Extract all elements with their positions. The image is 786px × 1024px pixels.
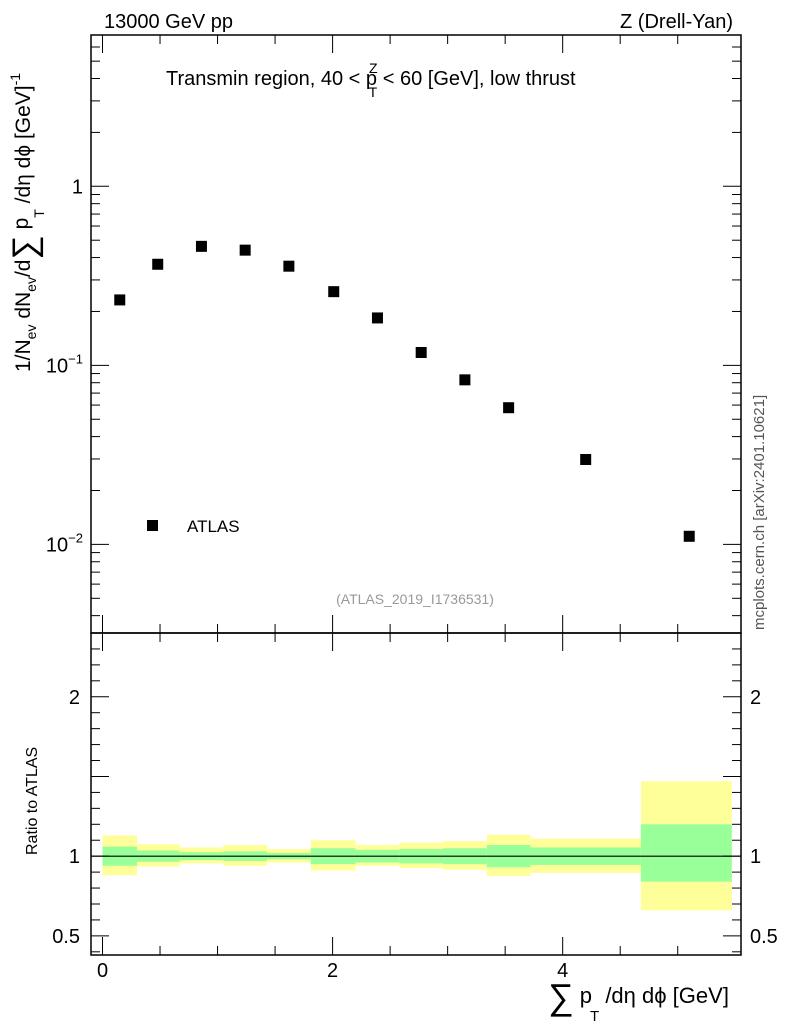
xlabel-a-sub: T [590, 1008, 599, 1024]
xlabel-b: /dη dϕ [GeV] [599, 983, 729, 1008]
ratio-axis-label: Ratio to ATLAS [24, 747, 41, 855]
ylabel-sum: ∑ [6, 235, 44, 259]
data-point-5 [328, 286, 340, 298]
data-point-6 [371, 312, 383, 324]
data-points [114, 240, 695, 542]
main-ytick-label-2: 10−2 [46, 530, 83, 556]
title-sub: T [369, 84, 378, 100]
title-main: Transmin region, 40 < p [166, 68, 377, 90]
legend-label-atlas: ATLAS [187, 517, 240, 536]
ratio-bands [102, 781, 732, 911]
ratio-frame [90, 632, 742, 956]
ylabel-e: /dη dϕ [GeV] [12, 85, 35, 209]
main-ytick-label-exp-2: −2 [68, 530, 83, 545]
main-ytick-label-base-1: 10 [46, 355, 68, 377]
title-sup: Z [369, 60, 378, 76]
xlabel-a: p [574, 983, 592, 1008]
ylabel-b: dN [12, 292, 35, 325]
analysis-id: (ATLAS_2019_I1736531) [336, 591, 494, 607]
ylabel-b-sub: ev [23, 277, 39, 292]
ratio-ytick-label-right-1: 1 [750, 846, 761, 868]
legend-marker-atlas [147, 520, 158, 531]
main-ytick-label-exp-1: −1 [68, 351, 83, 366]
ylabel-d-sub: T [31, 209, 47, 218]
ylabel-e-sup: -1 [7, 73, 23, 86]
data-point-3 [239, 244, 251, 256]
data-point-1 [152, 258, 164, 270]
xtick-label-2: 4 [557, 960, 568, 982]
main-ytick-label-base-0: 1 [72, 176, 83, 198]
header-left: 13000 GeV pp [104, 11, 233, 33]
data-point-11 [683, 530, 695, 542]
ratio-ytick-label-left-1: 1 [69, 846, 80, 868]
main-frame [90, 34, 742, 634]
ratio-ytick-label-right-0: 2 [750, 687, 761, 709]
ylabel-a-sub: ev [23, 325, 39, 340]
legend: ATLAS [147, 517, 240, 536]
data-point-4 [283, 260, 295, 272]
xtick-label-0: 0 [97, 960, 108, 982]
ratio-ytick-label-right-2: 0.5 [750, 926, 778, 948]
ylabel-d: p [10, 218, 33, 236]
data-point-0 [114, 294, 126, 306]
xlabel-sum: ∑ [548, 976, 574, 1017]
ratio-ytick-label-left-0: 2 [69, 687, 80, 709]
axes-ticks: 110−110−22 21 10.5 0.50 2 4 [46, 34, 778, 982]
band-inner-11 [640, 824, 732, 882]
plot-title: Transmin region, 40 < pZ T < 60 [GeV], lo… [166, 60, 576, 100]
main-ytick-label-1: 10−1 [46, 351, 83, 377]
data-point-10 [580, 453, 592, 465]
header-right: Z (Drell-Yan) [620, 11, 733, 33]
ylabel-a: 1/N [12, 339, 35, 372]
data-point-7 [415, 346, 427, 358]
data-point-9 [503, 402, 515, 414]
ratio-ytick-label-left-2: 0.5 [52, 926, 80, 948]
data-point-8 [459, 374, 471, 386]
xtick-label-1: 2 [327, 960, 338, 982]
ylabel-c: /d [12, 260, 35, 278]
main-ytick-label-0: 1 [72, 176, 83, 198]
title-rest: < 60 [GeV], low thrust [377, 68, 576, 90]
main-ytick-label-base-2: 10 [46, 534, 68, 556]
y-axis-label: 1/Nev dNev/d∑ pT /dη dϕ [GeV]-1 [6, 73, 47, 372]
watermark: mcplots.cern.ch [arXiv:2401.10621] [751, 395, 768, 630]
data-point-2 [195, 240, 207, 252]
